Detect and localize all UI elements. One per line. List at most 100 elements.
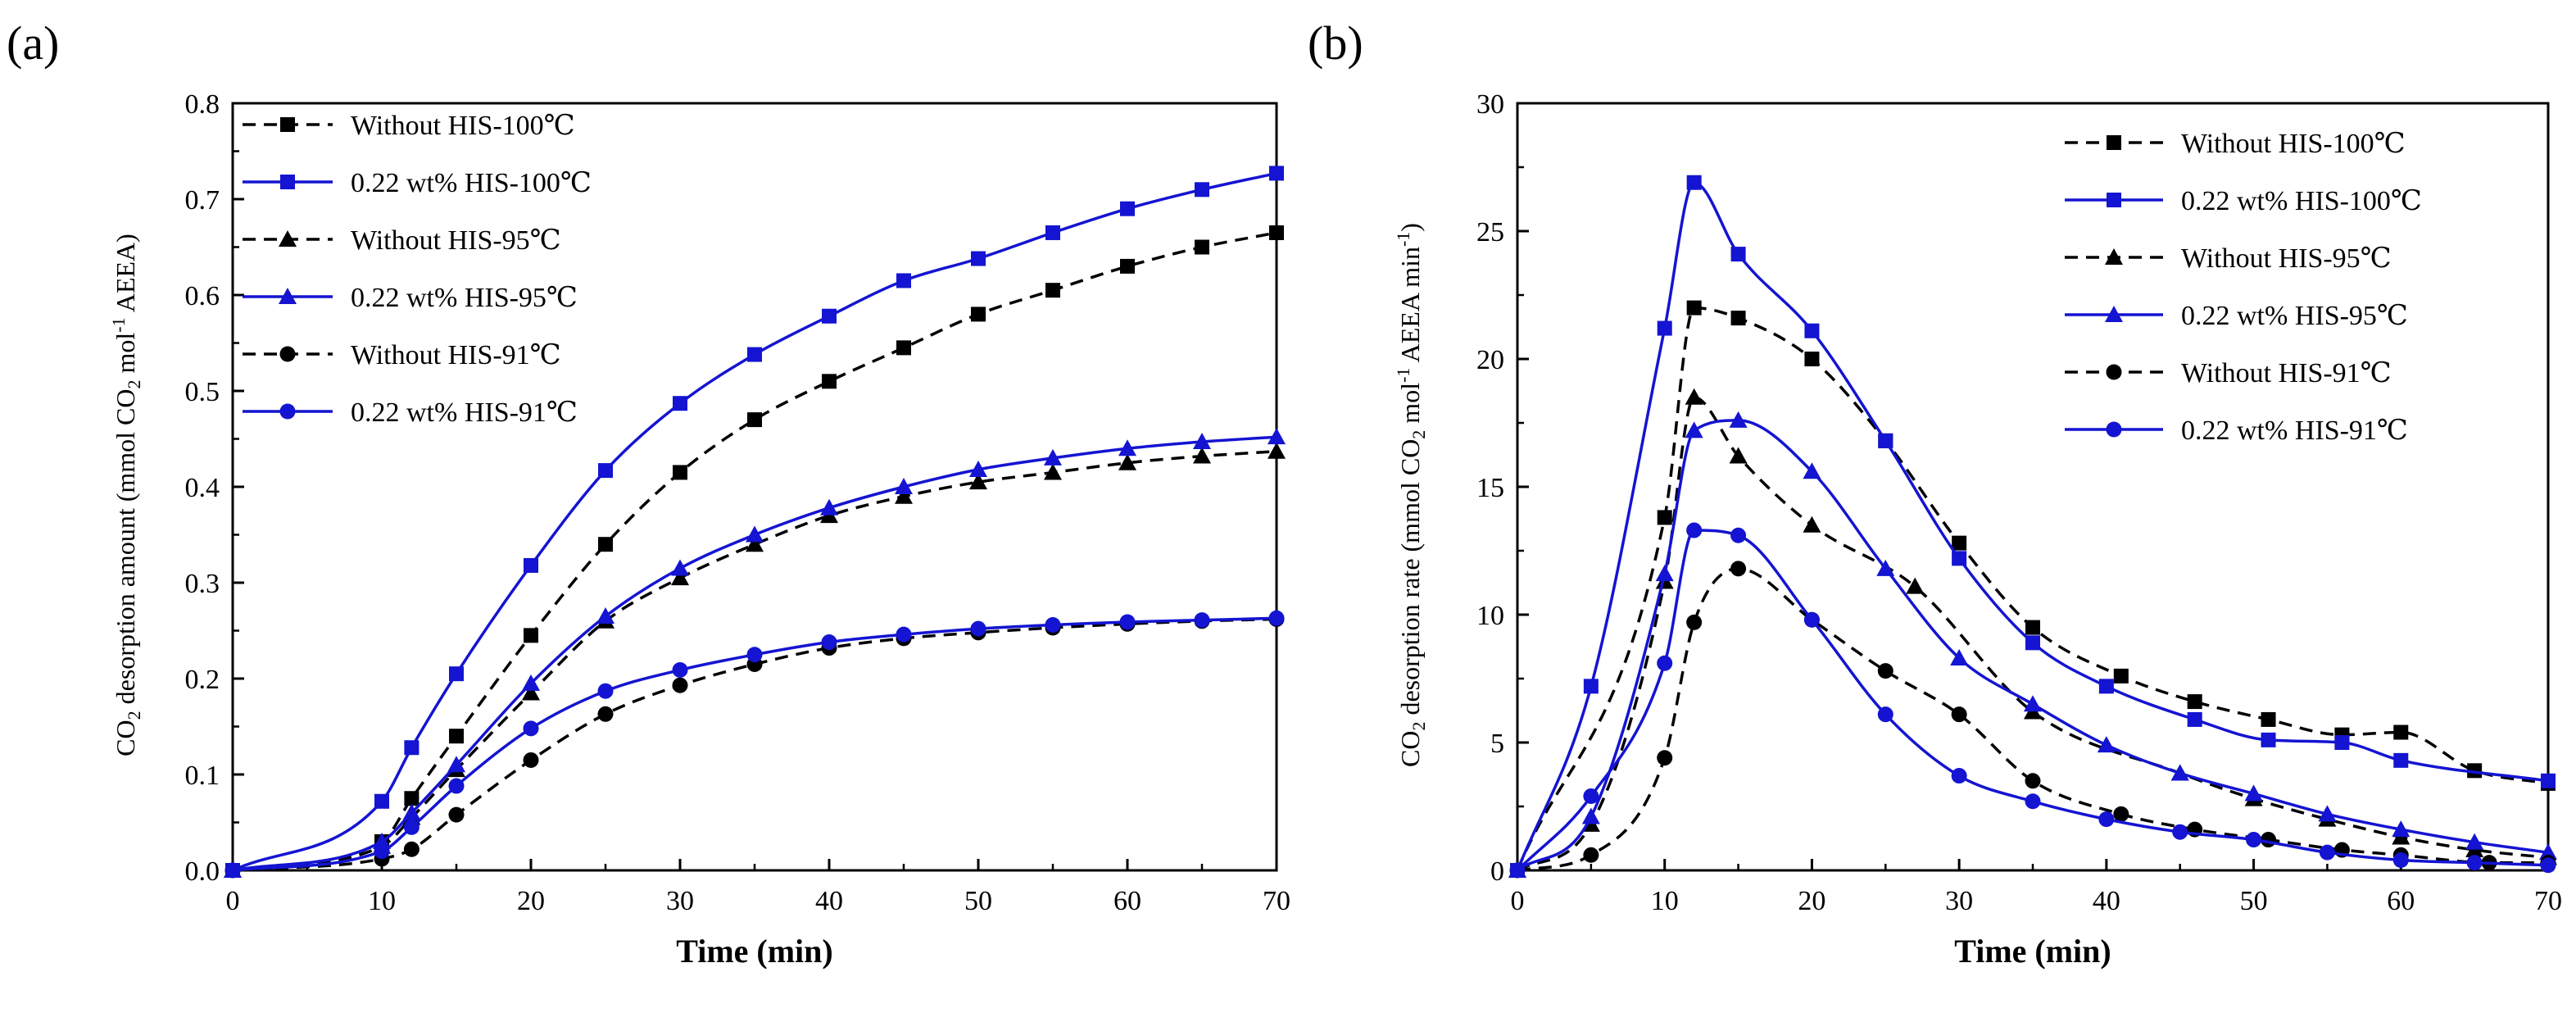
data-point — [1803, 462, 1821, 479]
x-tick-label: 10 — [368, 886, 396, 916]
data-point — [1877, 663, 1893, 679]
data-point — [1268, 610, 1285, 626]
data-point — [1045, 225, 1060, 240]
data-point — [522, 684, 540, 701]
data-point — [2393, 724, 2409, 740]
legend-marker — [2105, 306, 2123, 322]
data-point — [1686, 300, 1702, 316]
series-5 — [1509, 522, 2556, 879]
data-point — [1509, 862, 1526, 879]
data-point — [1729, 447, 1748, 464]
data-point — [2098, 811, 2115, 828]
data-point — [2025, 635, 2040, 651]
series-1 — [1510, 175, 2556, 878]
x-tick-label: 0 — [1511, 886, 1525, 916]
data-point — [2392, 820, 2410, 838]
data-point — [746, 535, 764, 552]
data-point — [1583, 788, 1599, 805]
data-point — [2261, 711, 2276, 727]
data-point — [1803, 611, 1820, 628]
data-point — [1952, 535, 1967, 551]
data-point — [672, 661, 688, 678]
y-tick-label: 0.3 — [185, 569, 220, 599]
data-point — [2024, 695, 2042, 712]
series-line — [1516, 180, 2549, 871]
x-tick-label: 0 — [226, 886, 240, 916]
x-tick-label: 20 — [517, 886, 545, 916]
y-tick-label: 20 — [1476, 345, 1504, 375]
series-line — [1516, 306, 2549, 871]
data-point — [1120, 258, 1135, 274]
data-point — [597, 683, 614, 699]
data-point — [404, 791, 420, 806]
data-point — [1950, 649, 1969, 666]
data-point — [1804, 352, 1820, 366]
data-point — [1118, 453, 1136, 470]
data-point — [2246, 832, 2262, 848]
data-point — [1657, 750, 1673, 766]
x-axis-label: Time (min) — [676, 933, 832, 970]
legend-marker — [280, 117, 295, 132]
y-tick-label: 0.6 — [185, 281, 220, 311]
series-line — [1517, 567, 2548, 872]
data-point — [374, 793, 389, 809]
data-point — [596, 606, 615, 624]
data-point — [2113, 806, 2129, 822]
data-point — [1803, 516, 1821, 533]
x-axis-label: Time (min) — [1954, 933, 2111, 970]
data-point — [1581, 807, 1600, 824]
series-0 — [1510, 300, 2556, 878]
data-point — [224, 862, 241, 879]
y-tick-label: 25 — [1476, 217, 1504, 248]
series-line — [232, 617, 1277, 872]
data-point — [2465, 833, 2484, 850]
data-point — [1044, 448, 1062, 466]
data-point — [673, 465, 687, 480]
data-point — [895, 478, 913, 494]
data-point — [2541, 773, 2556, 788]
legend: Without HIS-100℃ 0.22 wt% HIS-100℃ Without… — [243, 111, 592, 428]
data-point — [971, 251, 986, 266]
legend-entry: 0.22 wt% HIS-100℃ — [351, 168, 592, 198]
data-point — [404, 740, 420, 756]
y-tick-label: 15 — [1476, 473, 1504, 503]
data-point — [374, 843, 390, 860]
plot-frame — [231, 102, 1278, 872]
x-tick-label: 70 — [2534, 886, 2562, 916]
data-point — [598, 537, 613, 552]
data-point — [1685, 388, 1703, 405]
data-point — [1044, 463, 1062, 480]
data-point — [2466, 855, 2483, 871]
data-point — [402, 803, 421, 820]
data-point — [447, 756, 465, 773]
data-point — [1045, 616, 1061, 633]
data-point — [1193, 433, 1211, 450]
y-tick-label: 0.0 — [185, 856, 220, 887]
legend-marker — [2105, 248, 2123, 265]
data-point — [2187, 694, 2202, 710]
legend-marker — [279, 346, 296, 362]
y-tick-label: 0.1 — [185, 761, 220, 791]
data-point — [1583, 679, 1599, 694]
data-point — [2025, 620, 2040, 635]
data-point — [2098, 679, 2114, 694]
data-point — [523, 752, 539, 768]
y-tick-label: 0.8 — [185, 89, 220, 120]
data-point — [746, 647, 763, 663]
legend-entry: Without HIS-100℃ — [351, 111, 575, 141]
data-point — [598, 463, 613, 479]
data-point — [1269, 166, 1284, 181]
data-point — [1657, 320, 1672, 336]
data-point — [1269, 225, 1284, 240]
data-point — [971, 307, 986, 322]
series-line — [232, 435, 1277, 872]
data-point — [2392, 852, 2409, 869]
data-point — [822, 374, 837, 389]
data-point — [1877, 706, 1893, 723]
legend-marker — [2107, 135, 2121, 150]
data-point — [1195, 182, 1209, 198]
data-point — [1951, 706, 1967, 723]
data-point — [1268, 442, 1286, 459]
y-tick-label: 5 — [1490, 729, 1504, 759]
